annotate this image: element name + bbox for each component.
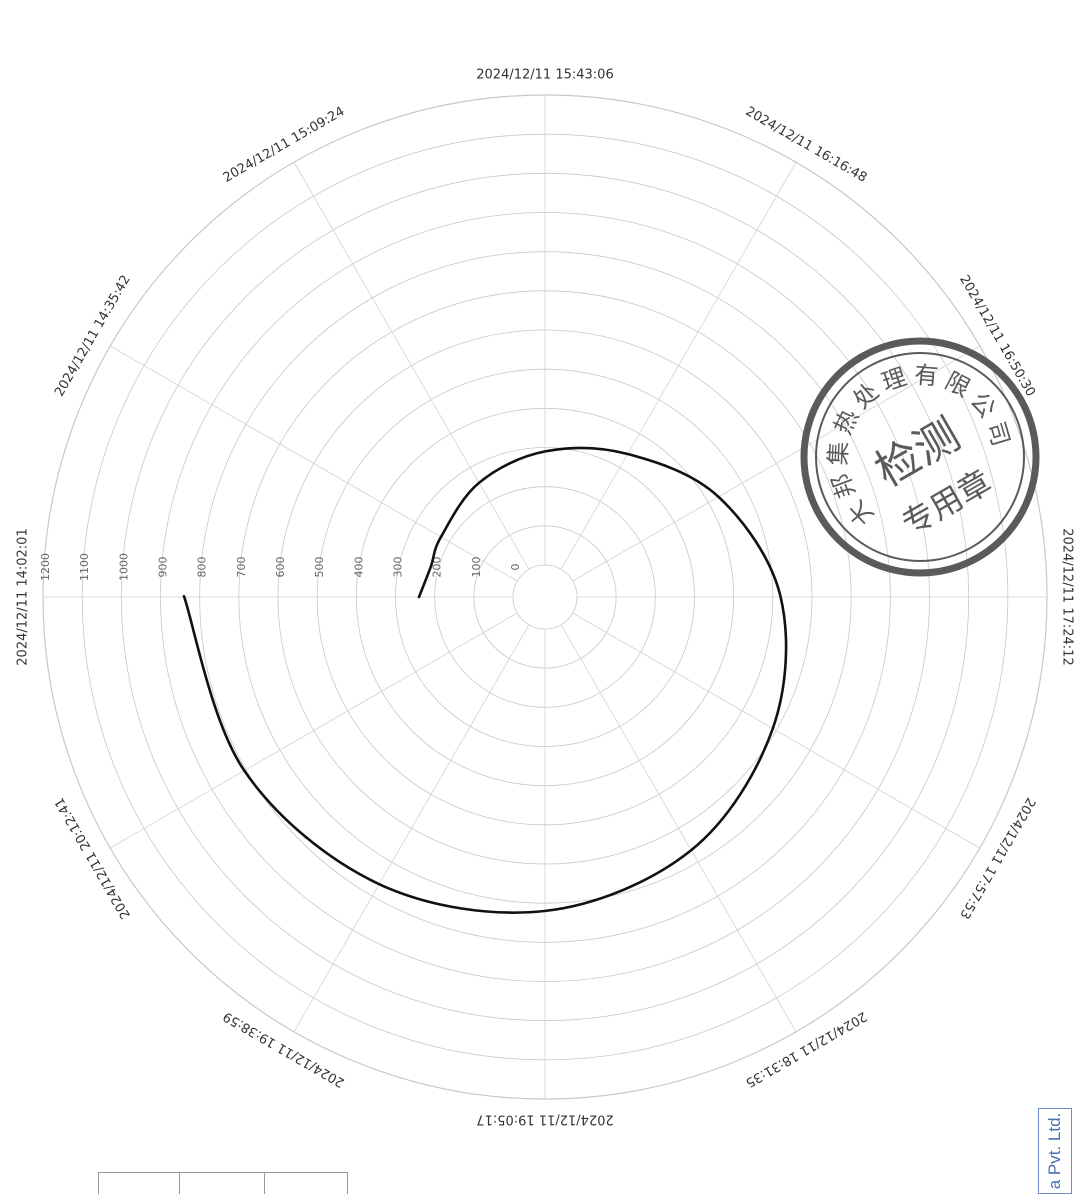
table-cell-divider: [264, 1173, 265, 1194]
angular-tick-label: 2024/12/11 14:02:01: [16, 528, 31, 665]
grid-spokes: [43, 95, 1047, 1099]
angular-tick-label: 2024/12/11 18:31:35: [743, 1008, 870, 1090]
angular-tick-label: 2024/12/11 19:05:17: [476, 1112, 613, 1127]
seal-outer-char: 大: [842, 495, 879, 532]
angular-tick-label: 2024/12/11 15:09:24: [221, 104, 348, 186]
radial-tick-labels: 0 100 200 300 400 500 600 700 800 900 1000 1100 1200: [39, 553, 522, 581]
grid-spoke: [293, 624, 530, 1032]
seal-outer-char: 限: [941, 367, 975, 403]
seal-outer-char: 处: [848, 378, 885, 415]
radial-tick-label: 600: [274, 557, 287, 578]
grid-spoke: [110, 612, 518, 849]
series-layer: [182, 446, 788, 914]
radial-tick-label: 700: [235, 557, 248, 578]
series-line: [182, 446, 788, 914]
radial-tick-label: 200: [431, 557, 444, 578]
seal-outer-char: 公: [964, 387, 1001, 423]
angular-tick-label: 2024/12/11 19:38:59: [221, 1008, 348, 1090]
seal-outer-char: 热: [829, 405, 865, 439]
corner-label: a Pvt. Ltd.: [1045, 1112, 1064, 1190]
seal-outer-char: 司: [981, 418, 1015, 449]
seal-outer-char: 理: [878, 363, 910, 397]
grid-ring: [512, 564, 578, 630]
radial-tick-label: 800: [196, 557, 209, 578]
grid-spoke: [293, 162, 530, 570]
angular-tick-label: 2024/12/11 15:43:06: [476, 68, 613, 83]
seal-inner-ring: [815, 352, 1025, 562]
table-cell-divider: [179, 1173, 180, 1194]
seal-outer-char: 集: [824, 441, 853, 466]
company-seal: 检测 专用章 大邦集热处理有限公司: [800, 337, 1040, 577]
angular-tick-label: 2024/12/11 20:12:41: [52, 795, 134, 922]
angular-tick-label: 2024/12/11 16:16:48: [743, 104, 870, 186]
radial-tick-label: 900: [157, 557, 170, 578]
grid-spoke: [110, 345, 518, 582]
seal-outer-ring: [800, 337, 1040, 577]
grid-spoke: [560, 624, 797, 1032]
grid-spoke: [572, 612, 980, 849]
radial-tick-label: 300: [392, 557, 405, 578]
radial-tick-label: 500: [313, 557, 326, 578]
seal-outer-char: 邦: [826, 469, 861, 501]
radial-tick-label: 1100: [78, 553, 91, 581]
radial-tick-label: 400: [352, 557, 365, 578]
grid-spoke: [572, 345, 980, 582]
angular-tick-label: 2024/12/11 17:57:53: [956, 795, 1038, 922]
radial-tick-label: 1000: [117, 553, 130, 581]
grid-spoke: [560, 162, 797, 570]
angular-tick-label: 2024/12/11 14:35:42: [52, 273, 134, 400]
radial-tick-label: 0: [509, 564, 522, 571]
seal-outer-char: 有: [913, 361, 939, 391]
angular-tick-label: 2024/12/11 17:24:12: [1060, 528, 1075, 665]
radial-tick-label: 100: [470, 557, 483, 578]
corner-label-box: a Pvt. Ltd.: [1038, 1108, 1072, 1194]
table-fragment: [98, 1172, 348, 1194]
radial-tick-label: 1200: [39, 553, 52, 581]
